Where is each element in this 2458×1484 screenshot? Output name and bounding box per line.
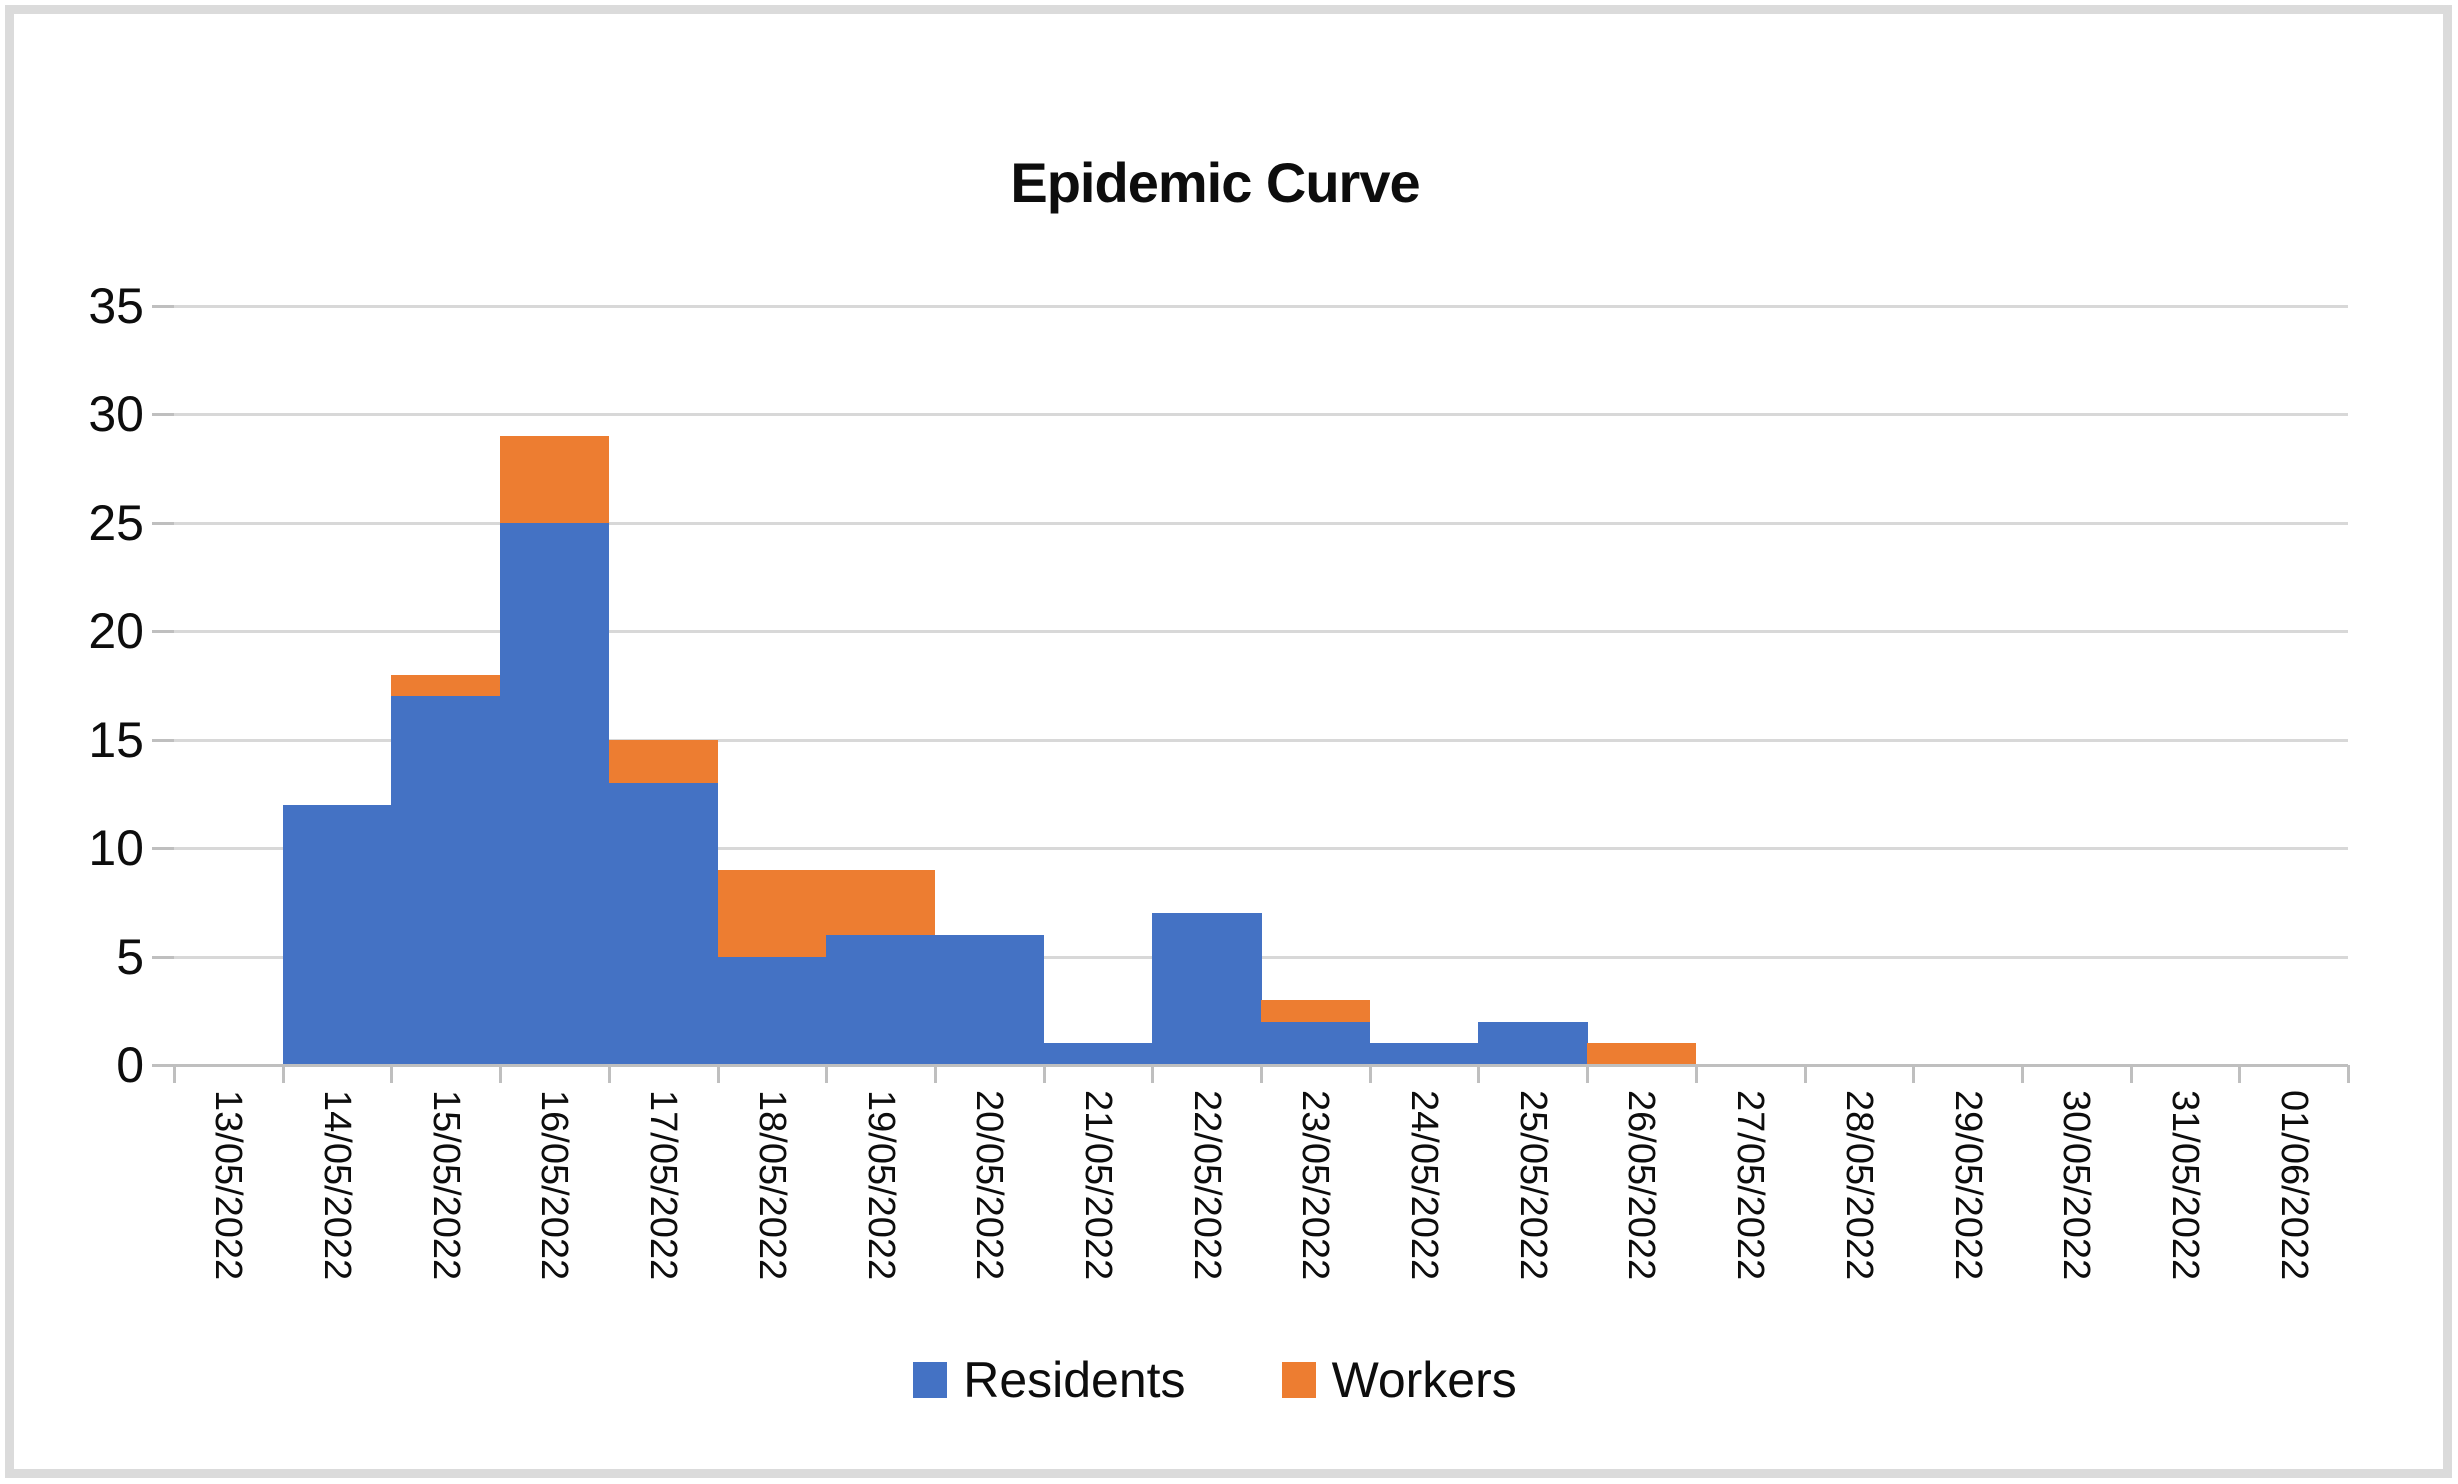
x-axis-tick (2020, 1065, 2024, 1083)
bar-segment-residents (391, 696, 501, 1065)
gridline (174, 847, 2348, 851)
chart-title: Epidemic Curve (1010, 151, 1420, 214)
x-axis-label: 25/05/2022 (1511, 1090, 1554, 1281)
y-axis-tick (152, 630, 174, 634)
gridline (174, 630, 2348, 634)
x-axis-label: 24/05/2022 (1403, 1090, 1446, 1281)
gridline (174, 521, 2348, 525)
x-axis-label: 30/05/2022 (2055, 1090, 2098, 1281)
x-axis-label: 14/05/2022 (316, 1090, 359, 1281)
x-axis-label: 17/05/2022 (642, 1090, 685, 1281)
x-axis-tick (1912, 1065, 1916, 1083)
x-axis-label: 13/05/2022 (207, 1090, 250, 1281)
x-axis-line (152, 1064, 2348, 1067)
x-axis-label: 15/05/2022 (424, 1090, 467, 1281)
legend-label: Workers (1331, 1352, 1517, 1408)
x-axis-label: 16/05/2022 (533, 1090, 576, 1281)
bar-segment-workers (608, 739, 719, 784)
x-axis-label: 01/06/2022 (2272, 1090, 2315, 1281)
x-axis-tick (933, 1065, 937, 1083)
bar-segment-workers (1261, 999, 1371, 1022)
legend: Residents Workers (0, 1348, 2430, 1412)
x-axis-tick (499, 1065, 503, 1083)
x-axis-tick (1042, 1065, 1046, 1083)
bar-segment-workers (717, 869, 827, 957)
bar-segment-residents (934, 934, 1045, 1065)
y-axis-label: 35 (88, 278, 144, 334)
y-axis-tick (152, 847, 174, 851)
legend-swatch-residents (913, 1362, 948, 1398)
y-axis-label: 15 (88, 711, 144, 768)
legend-swatch-workers (1281, 1362, 1316, 1398)
bar-segment-residents (1152, 913, 1262, 1065)
x-axis-tick (1368, 1065, 1372, 1083)
x-axis-tick (716, 1065, 720, 1083)
x-axis-label: 28/05/2022 (1837, 1090, 1880, 1281)
bar-segment-workers (391, 674, 501, 697)
y-axis-tick (152, 413, 174, 417)
x-axis-label: 23/05/2022 (1294, 1090, 1337, 1281)
bar-segment-workers (500, 436, 610, 523)
bar-segment-residents (1478, 1021, 1588, 1065)
x-axis-tick (1586, 1065, 1590, 1083)
x-axis-label: 31/05/2022 (2163, 1090, 2206, 1281)
gridline (174, 738, 2348, 742)
x-axis-label: 26/05/2022 (1620, 1090, 1663, 1281)
x-axis-tick (2238, 1065, 2242, 1083)
x-axis-tick (281, 1065, 285, 1083)
bar-segment-workers (1587, 1043, 1697, 1065)
x-axis-label: 29/05/2022 (1946, 1090, 1989, 1281)
x-axis-tick (1260, 1065, 1263, 1083)
bar-segment-workers (826, 869, 936, 935)
bar-segment-residents (1369, 1043, 1479, 1065)
x-axis-tick (825, 1065, 829, 1083)
legend-item: Residents (913, 1352, 1186, 1408)
x-axis-label: 20/05/2022 (968, 1090, 1011, 1281)
gridline (174, 305, 2348, 308)
bar-segment-residents (717, 956, 827, 1065)
y-axis-label: 25 (88, 494, 144, 551)
bar-segment-residents (500, 522, 610, 1065)
bar-segment-residents (608, 783, 719, 1065)
x-axis-tick (173, 1065, 176, 1083)
bar-segment-residents (1261, 1021, 1371, 1065)
legend-label: Residents (963, 1352, 1186, 1408)
x-axis-tick (2347, 1065, 2350, 1083)
x-axis-tick (1477, 1065, 1481, 1083)
y-axis-label: 5 (116, 928, 144, 985)
bar-segment-residents (282, 804, 392, 1065)
x-axis-tick (2129, 1065, 2133, 1083)
y-axis-tick (152, 521, 174, 525)
y-axis-tick (152, 738, 174, 742)
y-axis-label: 0 (116, 1037, 144, 1093)
gridline (174, 413, 2348, 417)
x-axis-tick (390, 1065, 394, 1083)
legend-item: Workers (1281, 1352, 1517, 1408)
y-axis-tick (152, 955, 174, 959)
x-axis-tick (1151, 1065, 1155, 1083)
y-axis-label: 10 (88, 820, 144, 877)
x-axis-tick (1694, 1065, 1698, 1083)
x-axis-tick (1803, 1065, 1807, 1083)
x-axis-label: 22/05/2022 (1185, 1090, 1228, 1281)
bar-segment-residents (1043, 1043, 1153, 1065)
x-axis-label: 18/05/2022 (750, 1090, 793, 1281)
y-axis-label: 20 (88, 603, 144, 660)
x-axis-label: 27/05/2022 (1729, 1090, 1772, 1281)
y-axis-tick (152, 305, 174, 308)
x-axis-label: 19/05/2022 (859, 1090, 902, 1281)
y-axis-label: 30 (88, 386, 144, 443)
x-axis-label: 21/05/2022 (1076, 1090, 1119, 1281)
x-axis-tick (607, 1065, 611, 1083)
bar-segment-residents (826, 934, 936, 1065)
